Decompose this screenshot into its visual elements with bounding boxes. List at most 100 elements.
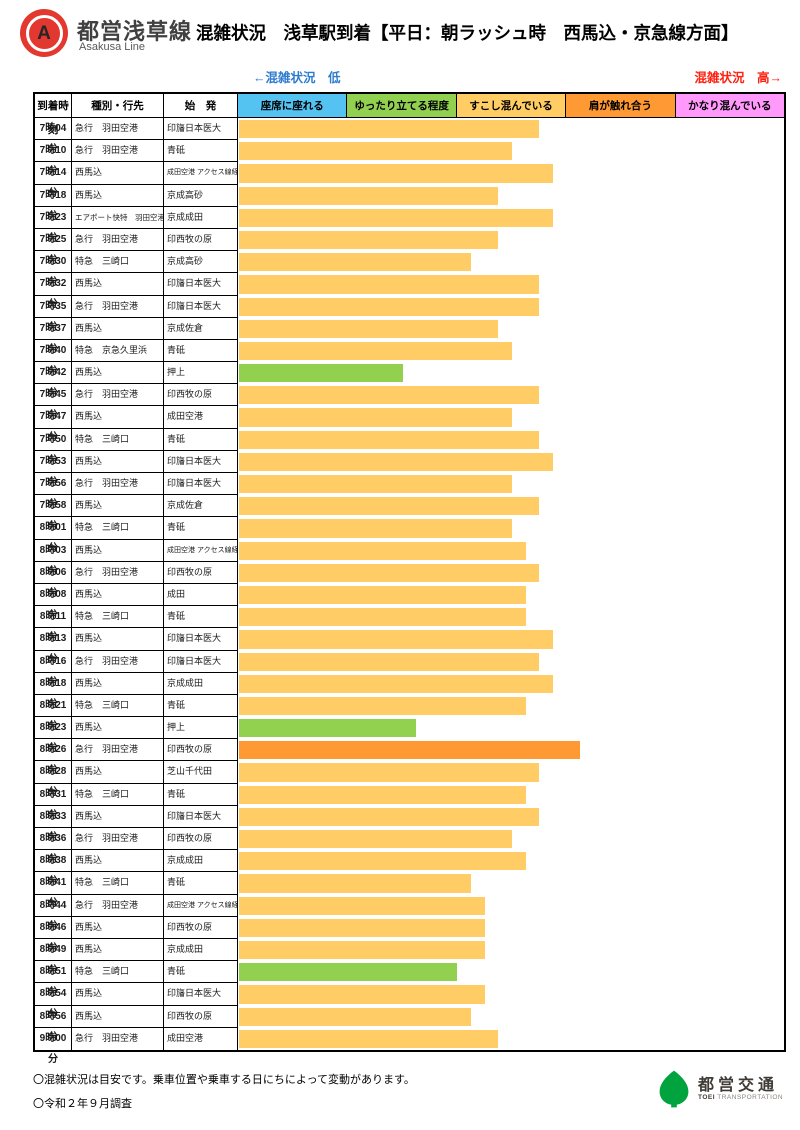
congestion-cell <box>238 584 784 606</box>
congestion-bar <box>239 519 512 538</box>
congestion-bar <box>239 253 472 272</box>
arrival-time-cell: 7時10分 <box>35 140 72 177</box>
congestion-bar <box>239 918 485 937</box>
table-row: 8時06分 急行 羽田空港 印西牧の原 <box>35 561 784 599</box>
asakusa-line-badge: A <box>20 9 68 57</box>
arrival-time-cell: 8時38分 <box>35 850 72 887</box>
origin-cell: 印西牧の原 <box>164 916 238 939</box>
train-type-cell: エアポート快特 羽田空港 <box>72 206 164 229</box>
arrival-time-cell: 8時08分 <box>35 583 72 621</box>
train-type-cell: 特急 三崎口 <box>72 606 164 629</box>
congestion-bar <box>239 319 499 338</box>
level-header-very-crowded: かなり混んでいる <box>675 94 785 118</box>
arrival-time-cell: 8時44分 <box>35 894 72 932</box>
arrival-time-cell: 7時35分 <box>35 295 72 333</box>
train-type-cell: 西馬込 <box>72 717 164 740</box>
origin-cell: 京成佐倉 <box>164 495 238 518</box>
train-type-cell: 急行 羽田空港 <box>72 384 164 407</box>
congestion-bar <box>239 674 553 693</box>
origin-cell: 印旛日本医大 <box>164 118 238 141</box>
train-type-cell: 急行 羽田空港 <box>72 228 164 252</box>
congestion-cell <box>238 695 784 717</box>
congestion-bar <box>239 297 540 316</box>
badge-letter: A <box>37 22 51 44</box>
origin-cell: 京成成田 <box>164 672 238 695</box>
arrival-time-cell: 7時32分 <box>35 273 72 310</box>
col-header-arrival-time: 到着時刻 <box>35 94 72 136</box>
arrival-time-cell: 7時14分 <box>35 162 72 199</box>
congestion-bar <box>239 719 417 738</box>
arrival-time-cell: 7時53分 <box>35 450 72 488</box>
table-row: 8時11分 特急 三崎口 青砥 <box>35 606 784 643</box>
congestion-cell <box>238 983 784 1005</box>
arrival-time-cell: 7時40分 <box>35 339 72 377</box>
table-row: 8時23分 西馬込 押上 <box>35 717 784 754</box>
train-type-cell: 急行 羽田空港 <box>72 140 164 163</box>
train-type-cell: 特急 三崎口 <box>72 251 164 274</box>
congestion-bar <box>239 408 512 427</box>
congestion-cell <box>238 540 784 562</box>
train-type-cell: 西馬込 <box>72 273 164 296</box>
table-row: 7時53分 西馬込 印旛日本医大 <box>35 450 784 488</box>
congestion-bar <box>239 341 512 361</box>
train-type-cell: 特急 三崎口 <box>72 694 164 718</box>
congestion-bar <box>239 142 512 161</box>
legend-congestion-low: ←混雑状況 低 <box>253 71 341 85</box>
congestion-cell <box>238 162 784 184</box>
origin-cell: 芝山千代田 <box>164 761 238 784</box>
table-header-row: 到着時刻 種別・行先 始 発 座席に座れる ゆったり立てる程度 すこし混んでいる… <box>35 94 785 136</box>
train-type-cell: 西馬込 <box>72 916 164 939</box>
table-row: 7時47分 西馬込 成田空港 <box>35 406 784 443</box>
table-row: 7時56分 急行 羽田空港 印旛日本医大 <box>35 473 784 510</box>
congestion-bar <box>239 807 540 826</box>
congestion-cell <box>238 717 784 739</box>
origin-cell: 京成成田 <box>164 850 238 873</box>
congestion-bar <box>239 585 526 605</box>
footnote-disclaimer: 〇混雑状況は目安です。乗車位置や乗車する日にちによって変動があります。 <box>33 1074 415 1086</box>
origin-cell: 青砥 <box>164 517 238 540</box>
table-row: 7時32分 西馬込 印旛日本医大 <box>35 273 784 310</box>
table-row: 8時13分 西馬込 印旛日本医大 <box>35 628 784 665</box>
train-type-cell: 西馬込 <box>72 761 164 784</box>
table-row: 7時37分 西馬込 京成佐倉 <box>35 317 784 355</box>
table-row: 8時49分 西馬込 京成成田 <box>35 938 784 976</box>
origin-cell: 京成高砂 <box>164 251 238 274</box>
train-type-cell: 西馬込 <box>72 317 164 340</box>
arrival-time-cell: 7時23分 <box>35 206 72 244</box>
congestion-cell <box>238 739 784 761</box>
toei-ginkgo-icon <box>659 1070 689 1108</box>
origin-cell: 押上 <box>164 362 238 385</box>
table-row: 8時16分 急行 羽田空港 印旛日本医大 <box>35 650 784 688</box>
arrival-time-cell: 8時23分 <box>35 717 72 754</box>
train-type-cell: 急行 羽田空港 <box>72 1027 164 1050</box>
congestion-bar <box>239 275 540 294</box>
arrival-time-cell: 8時18分 <box>35 672 72 710</box>
arrival-time-cell: 8時13分 <box>35 628 72 665</box>
origin-cell: 印西牧の原 <box>164 1005 238 1028</box>
train-type-cell: 西馬込 <box>72 938 164 962</box>
table-row: 7時18分 西馬込 京成高砂 <box>35 184 784 222</box>
origin-cell: 印西牧の原 <box>164 561 238 584</box>
arrival-time-cell: 8時16分 <box>35 650 72 688</box>
table-row: 8時26分 急行 羽田空港 印西牧の原 <box>35 739 784 776</box>
congestion-bar <box>239 963 458 982</box>
col-header-train-type: 種別・行先 <box>72 94 164 118</box>
origin-cell: 青砥 <box>164 428 238 451</box>
table-row: 8時46分 西馬込 印西牧の原 <box>35 916 784 954</box>
table-row: 8時41分 特急 三崎口 青砥 <box>35 872 784 909</box>
train-type-cell: 西馬込 <box>72 162 164 185</box>
origin-cell: 京成成田 <box>164 206 238 229</box>
congestion-cell <box>238 229 784 251</box>
train-type-cell: 急行 羽田空港 <box>72 118 164 141</box>
congestion-cell <box>238 273 784 295</box>
congestion-bar <box>239 785 526 804</box>
congestion-cell <box>238 606 784 628</box>
train-type-cell: 西馬込 <box>72 450 164 473</box>
congestion-bar <box>239 386 540 405</box>
congestion-bar <box>239 940 485 960</box>
arrival-time-cell: 7時37分 <box>35 317 72 355</box>
train-type-cell: 急行 羽田空港 <box>72 295 164 318</box>
train-type-cell: 西馬込 <box>72 539 164 562</box>
congestion-cell <box>238 895 784 917</box>
origin-cell: 青砥 <box>164 694 238 718</box>
